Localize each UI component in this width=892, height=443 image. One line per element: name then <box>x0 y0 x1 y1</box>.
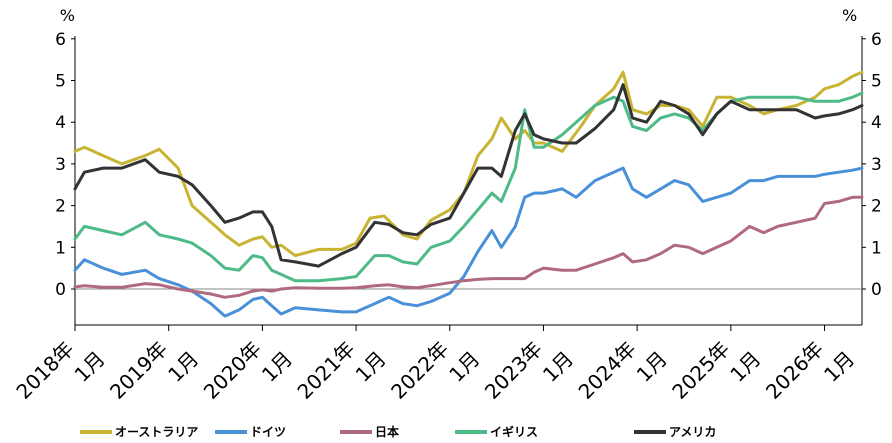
y-unit-right: % <box>842 6 857 25</box>
y-tick-label-right: 0 <box>871 280 882 300</box>
y-tick-label-right: 1 <box>871 238 882 258</box>
y-tick-label-right: 5 <box>871 72 882 92</box>
y-tick-label-left: 5 <box>55 72 66 92</box>
x-tick-label-year: 2022年 <box>386 337 453 404</box>
y-tick-label-right: 4 <box>871 113 882 133</box>
y-tick-label-right: 2 <box>871 197 882 217</box>
legend-label-2: 日本 <box>375 424 399 439</box>
x-tick-label-year: 2026年 <box>761 337 828 404</box>
x-tick-label-year: 2023年 <box>480 337 547 404</box>
y-tick-label-left: 3 <box>55 155 66 175</box>
legend-label-4: アメリカ <box>669 425 716 439</box>
y-unit-left: % <box>60 6 75 25</box>
x-tick-label-year: 2024年 <box>574 337 641 404</box>
series-line-2 <box>73 195 864 299</box>
legend-label-1: ドイツ <box>250 425 286 439</box>
y-tick-label-left: 4 <box>55 113 66 133</box>
series-line-1 <box>73 166 864 318</box>
series-line-0 <box>73 70 864 258</box>
x-tick-label-year: 2025年 <box>667 337 734 404</box>
x-tick-label-year: 2020年 <box>199 337 266 404</box>
y-tick-label-right: 6 <box>871 30 882 50</box>
x-tick-label-year: 2018年 <box>11 337 78 404</box>
y-tick-label-left: 0 <box>55 280 66 300</box>
y-tick-label-left: 1 <box>55 238 66 258</box>
y-tick-label-left: 2 <box>55 197 66 217</box>
x-tick-label-year: 2021年 <box>292 337 359 404</box>
y-tick-label-left: 6 <box>55 30 66 50</box>
chart-axes <box>71 36 866 331</box>
legend: オーストラリア ドイツ 日本 イギリス アメリカ <box>80 424 716 439</box>
series-line-4 <box>73 83 864 268</box>
y-tick-label-right: 3 <box>871 155 882 175</box>
legend-label-3: イギリス <box>490 424 538 439</box>
x-tick-label-year: 2019年 <box>105 337 172 404</box>
series-lines <box>73 70 864 318</box>
axis-labels: 0 01 12 23 34 45 56 6% %2018年1月2019年1月2020年1月202… <box>11 6 882 404</box>
legend-label-0: オーストラリア <box>115 425 198 439</box>
